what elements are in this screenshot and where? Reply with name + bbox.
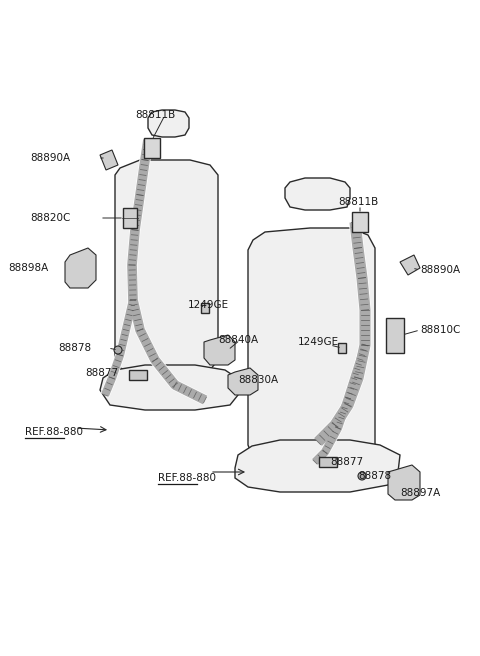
Text: REF.88-880: REF.88-880	[25, 427, 83, 437]
Bar	[201, 303, 209, 313]
Polygon shape	[148, 110, 189, 137]
Bar	[319, 457, 337, 467]
Bar	[386, 318, 404, 352]
Bar	[129, 370, 147, 380]
Text: 88878: 88878	[58, 343, 91, 353]
Text: REF.88-880: REF.88-880	[158, 473, 216, 483]
Text: 88840A: 88840A	[218, 335, 258, 345]
Polygon shape	[204, 335, 235, 365]
Bar	[338, 343, 346, 353]
Polygon shape	[235, 440, 400, 492]
Bar	[123, 208, 137, 228]
Polygon shape	[65, 248, 96, 288]
Text: 88878: 88878	[358, 471, 391, 481]
Text: 88890A: 88890A	[30, 153, 70, 163]
Bar	[352, 212, 368, 232]
Polygon shape	[115, 160, 218, 375]
Polygon shape	[400, 255, 420, 275]
Polygon shape	[228, 368, 258, 395]
Polygon shape	[100, 365, 240, 410]
Text: 1249GE: 1249GE	[188, 300, 229, 310]
Text: 88830A: 88830A	[238, 375, 278, 385]
Text: 88890A: 88890A	[420, 265, 460, 275]
Circle shape	[114, 346, 122, 354]
Text: 88898A: 88898A	[8, 263, 48, 273]
Circle shape	[358, 472, 366, 480]
Text: 88877: 88877	[330, 457, 363, 467]
Text: 88820C: 88820C	[30, 213, 71, 223]
Text: 88811B: 88811B	[135, 110, 175, 120]
Bar	[144, 138, 160, 158]
Polygon shape	[388, 465, 420, 500]
Polygon shape	[285, 178, 350, 210]
Polygon shape	[248, 228, 375, 465]
Text: 1249GE: 1249GE	[298, 337, 339, 347]
Polygon shape	[100, 150, 118, 170]
Text: 88810C: 88810C	[420, 325, 460, 335]
Text: 88877: 88877	[85, 368, 118, 378]
Text: 88811B: 88811B	[338, 197, 378, 207]
Text: 88897A: 88897A	[400, 488, 440, 498]
